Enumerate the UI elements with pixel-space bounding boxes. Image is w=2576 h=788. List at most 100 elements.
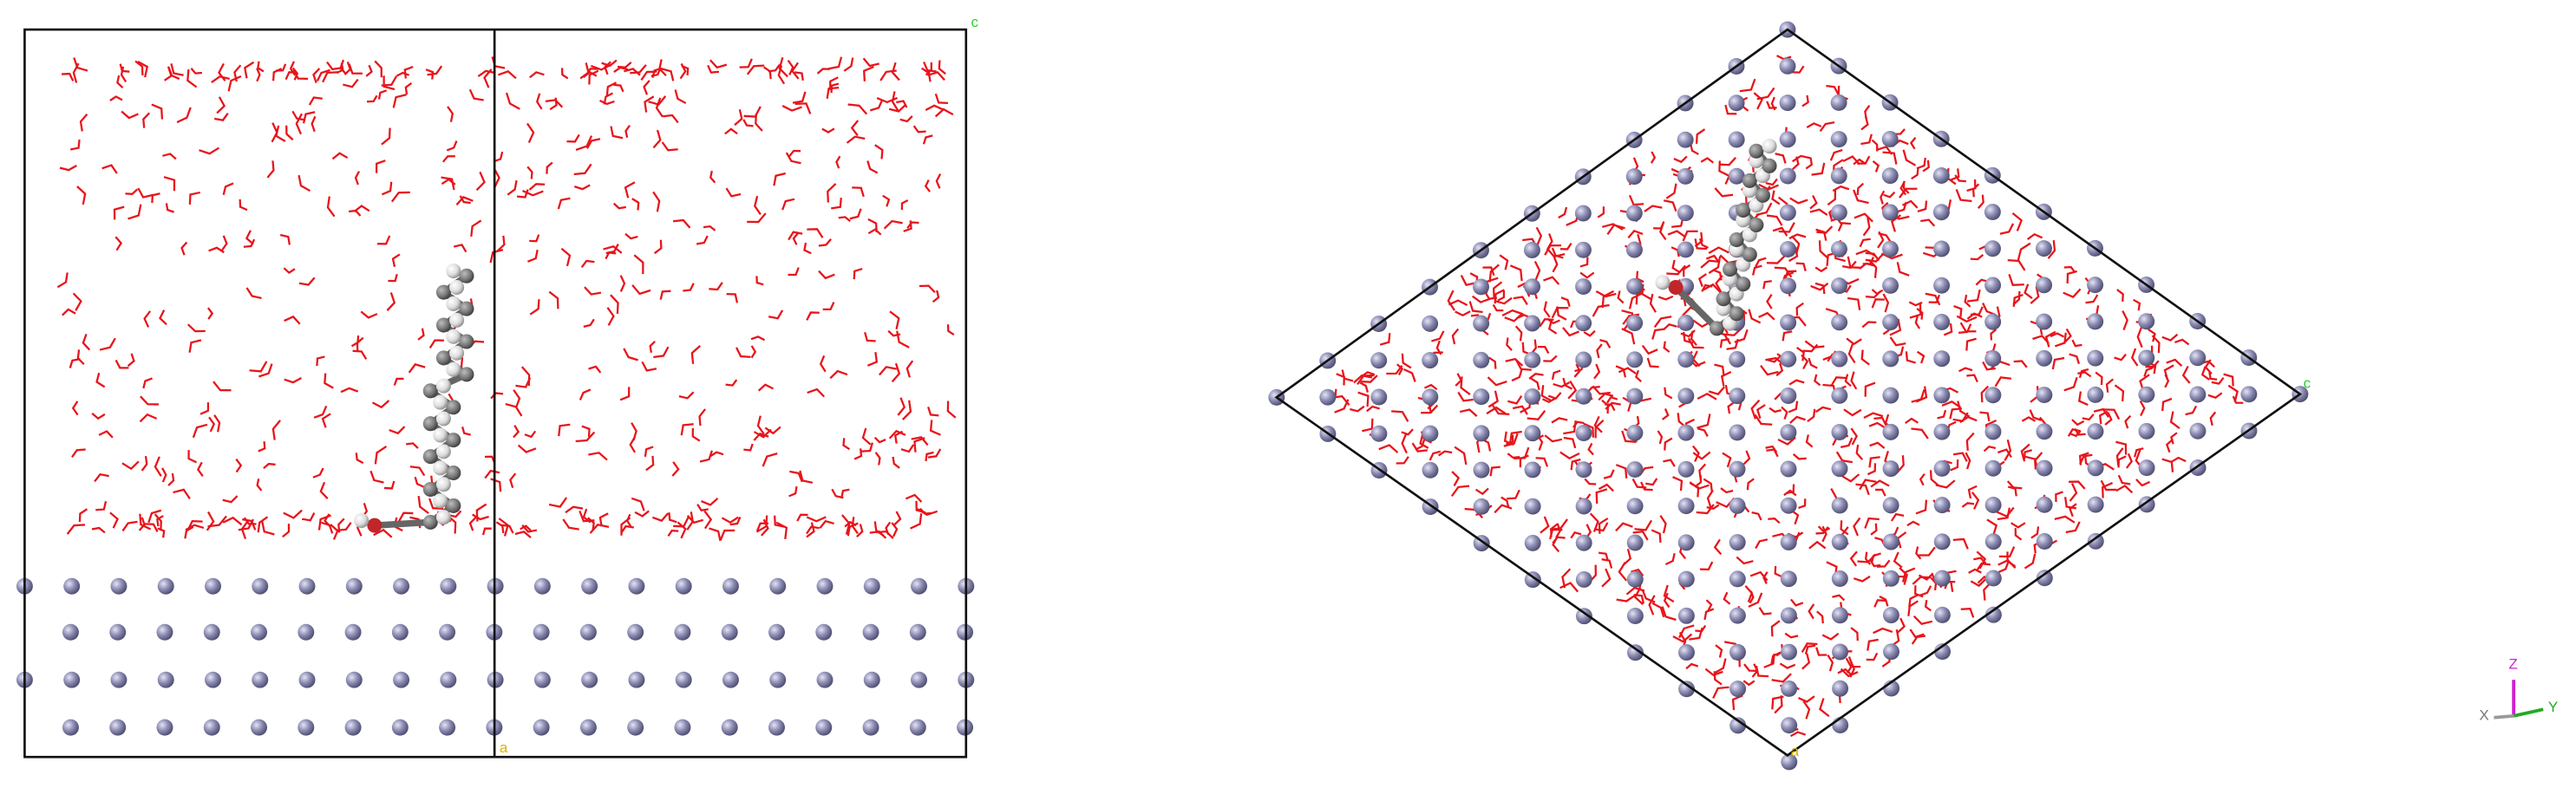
atom xyxy=(62,623,79,641)
water-molecule xyxy=(2055,491,2063,503)
water-molecule xyxy=(321,521,334,534)
water-molecule xyxy=(2114,384,2125,402)
water-molecule xyxy=(672,218,691,229)
atom xyxy=(433,394,448,410)
water-molecule xyxy=(1621,328,1636,345)
atom xyxy=(205,577,221,595)
water-molecule xyxy=(849,208,862,220)
water-molecule xyxy=(703,510,713,530)
water-molecule xyxy=(1749,570,1769,582)
water-molecule xyxy=(1766,294,1773,309)
water-molecule xyxy=(1819,698,1830,718)
water-molecule xyxy=(206,511,215,531)
water-molecule xyxy=(192,423,208,439)
water-molecule xyxy=(1832,594,1846,602)
atom xyxy=(2138,349,2155,367)
water-molecule xyxy=(1966,374,1978,383)
water-molecule xyxy=(263,462,276,470)
water-molecule xyxy=(383,480,396,490)
water-molecule xyxy=(1924,599,1932,612)
water-molecule xyxy=(1722,452,1732,468)
water-molecule xyxy=(256,68,261,82)
water-molecule xyxy=(1553,381,1571,388)
water-molecule xyxy=(1862,217,1871,237)
water-molecule xyxy=(1685,662,1699,670)
water-molecule xyxy=(2069,503,2077,518)
atom xyxy=(1575,387,1592,405)
atom xyxy=(110,671,127,688)
water-molecule xyxy=(1396,456,1409,465)
atom xyxy=(1781,717,1798,734)
water-molecule xyxy=(1860,134,1873,146)
water-molecule xyxy=(1860,349,1870,366)
water-molecule xyxy=(336,62,344,75)
atom xyxy=(1677,241,1694,258)
water-molecule xyxy=(1563,436,1577,449)
atom xyxy=(1933,423,1951,440)
water-molecule xyxy=(1419,434,1429,449)
water-molecule xyxy=(1714,658,1727,674)
water-molecule xyxy=(139,413,158,423)
water-molecule xyxy=(292,69,309,80)
water-molecule xyxy=(1720,487,1734,494)
water-molecule xyxy=(1791,65,1805,74)
water-molecule xyxy=(701,498,719,506)
water-molecule xyxy=(483,68,493,88)
water-molecule xyxy=(1712,269,1723,281)
atom xyxy=(459,301,474,316)
water-molecule xyxy=(830,82,840,94)
water-molecule xyxy=(674,89,687,105)
water-molecule xyxy=(807,228,824,238)
water-molecule xyxy=(806,516,827,523)
atom xyxy=(433,427,448,443)
atom xyxy=(422,416,438,432)
water-molecule xyxy=(1378,444,1399,453)
atom xyxy=(721,623,738,641)
water-molecule xyxy=(1914,316,1921,329)
water-molecule xyxy=(835,155,841,169)
water-molecule xyxy=(818,238,832,247)
atom xyxy=(1473,388,1490,406)
water-molecule xyxy=(2139,400,2146,417)
water-molecule xyxy=(1997,507,2010,521)
atom xyxy=(533,623,550,641)
water-molecule xyxy=(1570,458,1581,471)
water-molecule xyxy=(154,456,162,477)
water-molecule xyxy=(1973,557,1987,564)
water-molecule xyxy=(1507,395,1523,405)
water-molecule xyxy=(1751,511,1762,521)
water-molecule xyxy=(1920,218,1936,227)
water-molecule xyxy=(196,461,204,478)
water-molecule xyxy=(603,245,623,254)
water-molecule xyxy=(1796,347,1805,361)
water-molecule xyxy=(1872,160,1880,173)
water-molecule xyxy=(806,311,820,321)
water-molecule xyxy=(1769,407,1782,414)
water-molecule xyxy=(1708,246,1729,255)
water-molecule xyxy=(1736,556,1754,565)
atom xyxy=(297,623,315,641)
water-molecule xyxy=(1659,515,1667,534)
atom xyxy=(1742,173,1757,188)
water-molecule xyxy=(1762,280,1772,290)
atom xyxy=(1626,534,1644,551)
water-molecule xyxy=(747,212,767,224)
water-molecule xyxy=(72,292,82,311)
water-molecule xyxy=(1703,283,1722,294)
water-molecule xyxy=(374,445,388,465)
water-molecule xyxy=(1635,369,1642,383)
atom xyxy=(1984,570,2002,587)
atom xyxy=(446,296,461,311)
water-molecule xyxy=(1840,437,1854,449)
water-molecule xyxy=(1788,401,1799,414)
water-molecule xyxy=(127,353,135,368)
atom xyxy=(1831,533,1848,550)
atom xyxy=(440,577,457,595)
water-molecule xyxy=(389,426,406,435)
water-molecule xyxy=(484,469,500,479)
atom xyxy=(1626,387,1644,405)
water-molecule xyxy=(753,428,772,439)
water-molecule xyxy=(686,515,704,524)
water-molecule xyxy=(1753,92,1763,110)
atom xyxy=(1831,314,1848,331)
